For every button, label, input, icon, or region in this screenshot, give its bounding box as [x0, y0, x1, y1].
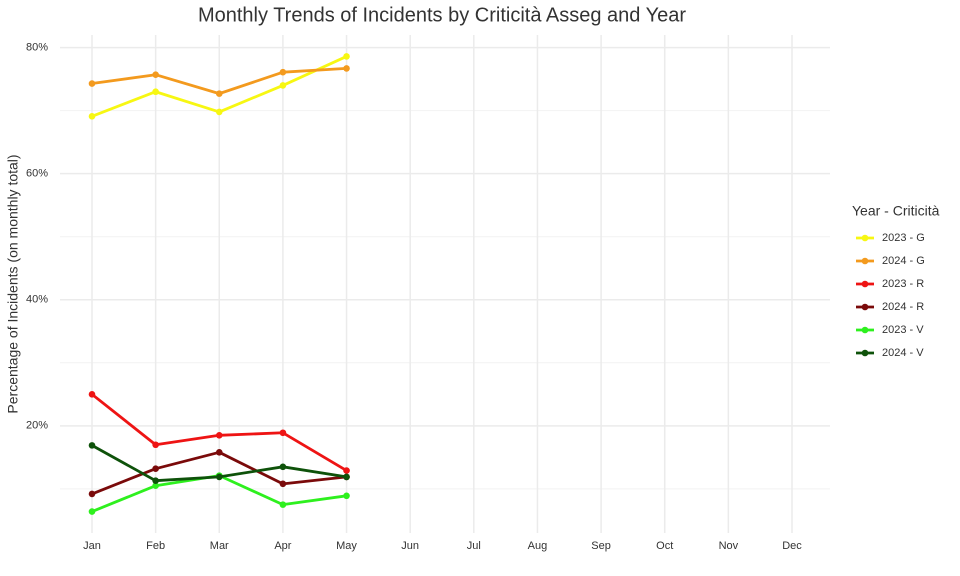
x-tick-label: Apr — [274, 540, 291, 552]
data-point — [152, 482, 159, 490]
data-point — [279, 501, 287, 508]
data-point — [343, 65, 350, 72]
y-tick-label: 80% — [26, 42, 48, 54]
y-tick-label: 20% — [26, 420, 48, 432]
x-tick-label: Aug — [528, 540, 548, 552]
data-point — [279, 68, 287, 76]
data-point — [152, 465, 159, 473]
data-point — [88, 391, 96, 398]
data-point — [215, 108, 223, 116]
legend-dot — [861, 326, 869, 334]
data-point — [343, 467, 350, 474]
legend-label: 2024 - R — [882, 301, 924, 313]
data-point — [88, 442, 96, 449]
data-point — [88, 113, 96, 120]
legend-dot — [861, 234, 869, 242]
x-tick-label: Feb — [146, 540, 165, 552]
x-tick-label: Oct — [656, 540, 673, 552]
x-tick-label: Jul — [467, 540, 481, 552]
data-point — [215, 449, 223, 456]
data-point — [279, 82, 287, 89]
data-point — [215, 431, 223, 439]
legend-dot — [861, 257, 869, 265]
x-tick-label: Jan — [83, 540, 101, 552]
data-point — [88, 490, 96, 498]
legend-label: 2023 - R — [882, 278, 924, 290]
data-point — [215, 90, 223, 97]
data-point — [152, 441, 159, 449]
x-tick-label: Sep — [591, 540, 611, 552]
x-tick-label: Nov — [719, 540, 739, 552]
legend-label: 2023 - G — [882, 232, 925, 244]
x-tick-label: Dec — [782, 540, 802, 552]
data-point — [279, 429, 287, 437]
data-point — [152, 477, 159, 484]
data-point — [343, 492, 350, 500]
data-point — [152, 88, 159, 96]
x-tick-label: May — [336, 540, 357, 552]
y-tick-label: 60% — [26, 168, 48, 180]
legend-dot — [861, 349, 869, 357]
data-point — [152, 71, 159, 79]
data-point — [279, 480, 287, 488]
legend-label: 2024 - V — [882, 347, 924, 359]
x-tick-label: Mar — [210, 540, 229, 552]
data-point — [88, 80, 96, 87]
x-tick-label: Jun — [401, 540, 419, 552]
data-point — [343, 53, 350, 60]
data-point — [88, 508, 96, 515]
legend-dot — [861, 303, 869, 311]
data-point — [343, 473, 350, 481]
legend-dot — [861, 280, 869, 288]
legend-title: Year - Criticità — [852, 203, 940, 219]
y-axis-label: Percentage of Incidents (on monthly tota… — [5, 154, 21, 413]
data-point — [279, 463, 287, 471]
data-point — [215, 473, 223, 481]
y-tick-label: 40% — [26, 294, 48, 306]
legend-label: 2023 - V — [882, 324, 924, 336]
chart-title: Monthly Trends of Incidents by Criticità… — [198, 4, 686, 26]
legend-label: 2024 - G — [882, 255, 925, 267]
